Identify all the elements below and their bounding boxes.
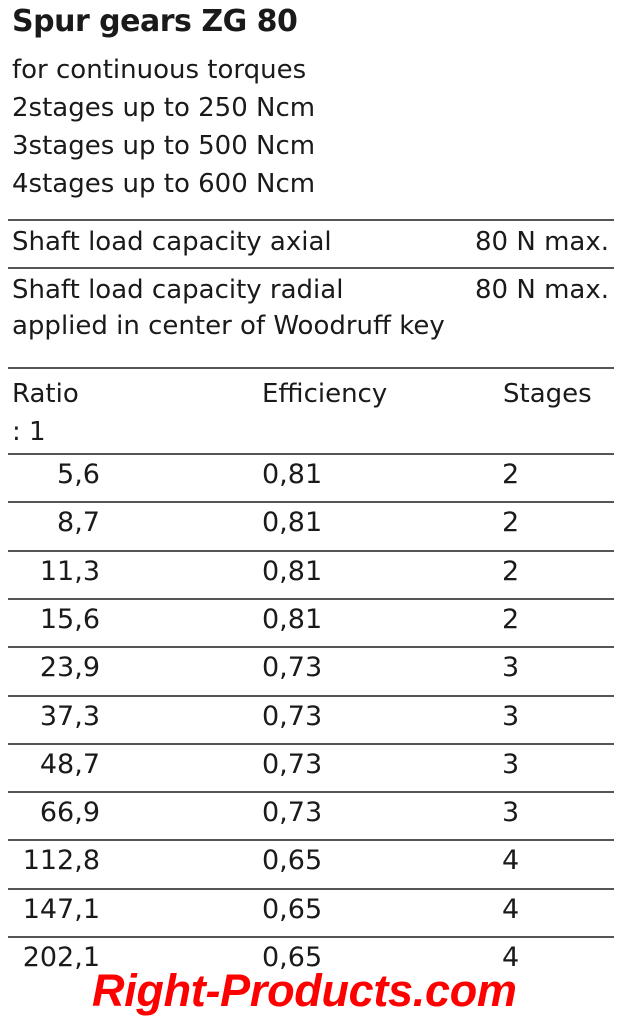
table-row: 48,7 0,73 3 bbox=[8, 742, 614, 791]
efficiency-cell: 0,73 bbox=[262, 652, 323, 684]
stages-cell: 2 bbox=[502, 603, 520, 635]
stages-cell: 4 bbox=[502, 845, 520, 877]
radial-load-note: applied in center of Woodruff key bbox=[12, 311, 445, 341]
stages-cell: 3 bbox=[502, 748, 520, 780]
row-divider bbox=[8, 646, 614, 649]
spec-line: 3stages up to 500 Ncm bbox=[12, 131, 316, 161]
ratio-cell: 48,7 bbox=[39, 748, 100, 780]
radial-load-value: 80 N max. bbox=[475, 275, 609, 305]
efficiency-cell: 0,65 bbox=[262, 942, 323, 973]
radial-load-label: Shaft load capacity radial bbox=[12, 275, 344, 305]
spec-line: for continuous torques bbox=[12, 55, 307, 85]
efficiency-cell: 0,73 bbox=[262, 700, 323, 732]
ratio-cell: 5,6 bbox=[57, 459, 100, 490]
ratio-cell: 8,7 bbox=[57, 507, 100, 539]
row-divider bbox=[8, 887, 614, 890]
table-row: 37,3 0,73 3 bbox=[8, 694, 614, 743]
divider bbox=[8, 367, 614, 369]
ratio-cell: 112,8 bbox=[22, 845, 100, 877]
axial-load-value: 80 N max. bbox=[475, 227, 609, 257]
ratio-cell: 37,3 bbox=[39, 700, 100, 732]
table-row: 15,6 0,81 2 bbox=[8, 597, 614, 646]
row-divider bbox=[8, 501, 614, 504]
table-row: 23,9 0,73 3 bbox=[8, 646, 614, 694]
ratio-cell: 23,9 bbox=[39, 652, 100, 684]
row-divider bbox=[8, 742, 614, 745]
table-row: 112,8 0,65 4 bbox=[8, 839, 614, 887]
table-row: 66,9 0,73 3 bbox=[8, 791, 614, 839]
header-ratio: Ratio bbox=[12, 379, 79, 409]
row-divider bbox=[8, 936, 614, 938]
row-divider bbox=[8, 597, 614, 600]
efficiency-cell: 0,81 bbox=[262, 507, 323, 539]
stages-cell: 3 bbox=[502, 700, 520, 732]
row-divider bbox=[8, 694, 614, 697]
ratio-cell: 15,6 bbox=[39, 603, 100, 635]
stages-cell: 2 bbox=[502, 459, 520, 490]
stages-cell: 3 bbox=[502, 652, 520, 684]
efficiency-cell: 0,65 bbox=[262, 845, 323, 877]
row-divider bbox=[8, 549, 614, 552]
ratio-cell: 202,1 bbox=[22, 942, 100, 973]
stages-cell: 3 bbox=[502, 797, 520, 829]
efficiency-cell: 0,73 bbox=[262, 748, 323, 780]
ratio-cell: 11,3 bbox=[39, 555, 100, 587]
table-row: 202,1 0,65 4 bbox=[8, 936, 614, 984]
header-efficiency: Efficiency bbox=[262, 379, 388, 409]
ratio-cell: 147,1 bbox=[22, 893, 100, 925]
efficiency-cell: 0,81 bbox=[262, 555, 323, 587]
axial-load-label: Shaft load capacity axial bbox=[12, 227, 332, 257]
spec-line: 4stages up to 600 Ncm bbox=[12, 169, 316, 199]
divider bbox=[8, 267, 614, 269]
efficiency-cell: 0,81 bbox=[262, 603, 323, 635]
table-row: 11,3 0,81 2 bbox=[8, 549, 614, 598]
stages-cell: 2 bbox=[502, 507, 520, 539]
table-row: 8,7 0,81 2 bbox=[8, 501, 614, 549]
spec-line: 2stages up to 250 Ncm bbox=[12, 93, 316, 123]
ratio-cell: 66,9 bbox=[39, 797, 100, 829]
stages-cell: 4 bbox=[502, 893, 520, 925]
stages-cell: 4 bbox=[502, 942, 520, 973]
page-title: Spur gears ZG 80 bbox=[12, 4, 298, 39]
header-ratio-unit: : 1 bbox=[12, 417, 46, 447]
watermark: Right-Products.com bbox=[92, 965, 517, 1016]
efficiency-cell: 0,73 bbox=[262, 797, 323, 829]
stages-cell: 2 bbox=[502, 555, 520, 587]
header-stages: Stages bbox=[503, 379, 592, 409]
efficiency-cell: 0,81 bbox=[262, 459, 323, 490]
table-row: 147,1 0,65 4 bbox=[8, 887, 614, 936]
efficiency-cell: 0,65 bbox=[262, 893, 323, 925]
divider bbox=[8, 219, 614, 221]
row-divider bbox=[8, 453, 614, 455]
table-row: 5,6 0,81 2 bbox=[8, 453, 614, 501]
row-divider bbox=[8, 839, 614, 842]
row-divider bbox=[8, 791, 614, 794]
